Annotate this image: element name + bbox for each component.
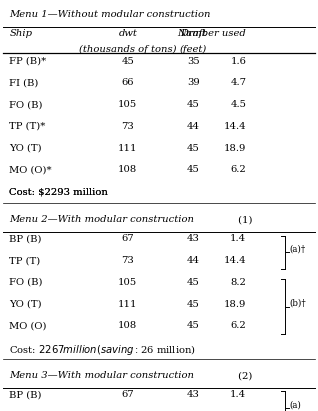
- Text: 1.4: 1.4: [230, 390, 246, 399]
- Text: Draft: Draft: [180, 29, 206, 38]
- Text: (feet): (feet): [180, 45, 207, 54]
- Text: FP (B)*: FP (B)*: [10, 57, 47, 66]
- Text: 44: 44: [187, 122, 200, 131]
- Text: 111: 111: [118, 300, 138, 309]
- Text: 35: 35: [187, 57, 200, 66]
- Text: 43: 43: [187, 390, 200, 399]
- Text: 45: 45: [121, 57, 134, 66]
- Text: 105: 105: [118, 100, 137, 109]
- Text: (a): (a): [290, 400, 301, 409]
- Text: 67: 67: [121, 234, 134, 243]
- Text: Menu 2—With modular construction: Menu 2—With modular construction: [10, 215, 194, 224]
- Text: 108: 108: [118, 321, 137, 330]
- Text: Number used: Number used: [177, 29, 246, 38]
- Text: 39: 39: [187, 79, 200, 88]
- Text: TP (T)*: TP (T)*: [10, 122, 46, 131]
- Text: 4.5: 4.5: [230, 100, 246, 109]
- Text: MO (O)*: MO (O)*: [10, 166, 52, 174]
- Text: 66: 66: [121, 79, 134, 88]
- Text: 45: 45: [187, 300, 200, 309]
- Text: (thousands of tons): (thousands of tons): [79, 45, 176, 54]
- Text: 6.2: 6.2: [231, 166, 246, 174]
- Text: 45: 45: [187, 321, 200, 330]
- Text: FO (B): FO (B): [10, 278, 43, 287]
- Text: 1.4: 1.4: [230, 234, 246, 243]
- Text: (1): (1): [235, 215, 253, 224]
- Text: Cost: $2267 million (saving: $26 million): Cost: $2267 million (saving: $26 million…: [10, 343, 197, 357]
- Text: 14.4: 14.4: [224, 256, 246, 265]
- Text: 44: 44: [187, 256, 200, 265]
- Text: dwt: dwt: [118, 29, 137, 38]
- Text: 8.2: 8.2: [230, 278, 246, 287]
- Text: 18.9: 18.9: [224, 144, 246, 153]
- Text: 45: 45: [187, 144, 200, 153]
- Text: 6.2: 6.2: [231, 321, 246, 330]
- Text: 43: 43: [187, 234, 200, 243]
- Text: 73: 73: [121, 122, 134, 131]
- Text: 45: 45: [187, 100, 200, 109]
- Text: Menu 1—Without modular construction: Menu 1—Without modular construction: [10, 10, 211, 19]
- Text: 1.6: 1.6: [230, 57, 246, 66]
- Text: 111: 111: [118, 144, 138, 153]
- Text: 14.4: 14.4: [224, 122, 246, 131]
- Text: 45: 45: [187, 166, 200, 174]
- Text: TP (T): TP (T): [10, 256, 41, 265]
- Text: YO (T): YO (T): [10, 144, 42, 153]
- Text: YO (T): YO (T): [10, 300, 42, 309]
- Text: 18.9: 18.9: [224, 300, 246, 309]
- Text: FI (B): FI (B): [10, 79, 39, 88]
- Text: 67: 67: [121, 390, 134, 399]
- Text: 73: 73: [121, 256, 134, 265]
- Text: (b)†: (b)†: [290, 299, 306, 308]
- Text: 45: 45: [187, 278, 200, 287]
- Text: 4.7: 4.7: [230, 79, 246, 88]
- Text: BP (B): BP (B): [10, 390, 42, 399]
- Text: MO (O): MO (O): [10, 321, 47, 330]
- Text: Ship: Ship: [10, 29, 32, 38]
- Text: BP (B): BP (B): [10, 234, 42, 243]
- Text: FO (B): FO (B): [10, 100, 43, 109]
- Text: 108: 108: [118, 166, 137, 174]
- Text: (a)†: (a)†: [290, 244, 306, 253]
- Text: (2): (2): [235, 371, 253, 380]
- Text: Cost: $2293 million: Cost: $2293 million: [10, 187, 108, 196]
- Text: Menu 3—With modular construction: Menu 3—With modular construction: [10, 371, 194, 380]
- Text: Cost: $2293 million: Cost: $2293 million: [10, 187, 108, 196]
- Text: 105: 105: [118, 278, 137, 287]
